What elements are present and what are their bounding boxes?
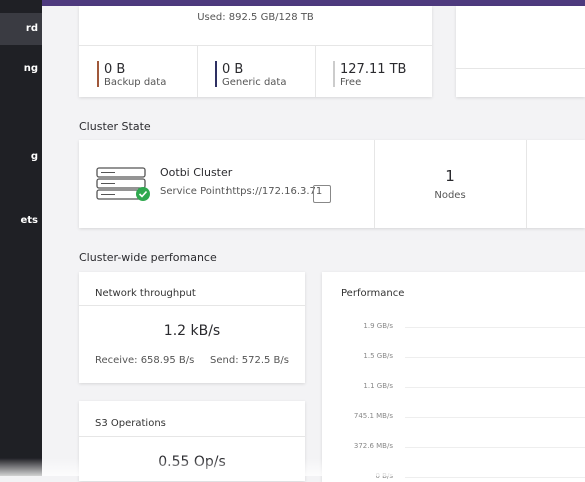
service-label: Service Point: [160, 186, 229, 197]
grid-line [405, 417, 585, 418]
axis-label: 745.1 MB/s [353, 412, 393, 420]
nav-item[interactable]: g [30, 151, 38, 162]
network-card: Network throughput 1.2 kB/s Receive: 658… [79, 272, 305, 383]
performance-card: Performance [322, 272, 585, 482]
stat-label: Generic data [222, 77, 287, 88]
divider [374, 140, 375, 228]
server-icon [96, 167, 150, 201]
cluster-name: Ootbi Cluster [160, 166, 233, 179]
divider [526, 140, 527, 228]
divider [79, 436, 305, 437]
receive: Receive: 658.95 B/s [95, 355, 195, 366]
grid-line [405, 387, 585, 388]
nodes-label: Nodes [434, 190, 466, 201]
nodes-value: 1 [445, 167, 455, 185]
stat-label: Backup data [104, 77, 167, 88]
card-title: S3 Operations [95, 418, 166, 429]
sidebar: rd ng g ets [0, 0, 42, 476]
accent [97, 61, 99, 87]
fade [0, 458, 585, 476]
divider [79, 305, 305, 306]
grid-line [405, 327, 585, 328]
divider [79, 45, 432, 46]
copy-button[interactable] [313, 185, 331, 203]
used-text: Used: 892.5 GB/128 TB [197, 12, 314, 23]
service-url[interactable]: https://172.16.3.71 [226, 186, 323, 197]
stat-value: 0 B [222, 62, 244, 77]
stat-label: Free [340, 77, 362, 88]
divider [456, 68, 585, 69]
axis-label: 1.9 GB/s [363, 322, 393, 330]
top-bar [42, 0, 585, 6]
divider [197, 46, 198, 97]
grid-line [405, 447, 585, 448]
accent [333, 61, 335, 87]
section-heading: Cluster State [79, 120, 151, 133]
axis-label: 372.6 MB/s [353, 442, 393, 450]
axis-label: 1.5 GB/s [363, 352, 393, 360]
grid-line [405, 357, 585, 358]
axis-label: 1.1 GB/s [363, 382, 393, 390]
cluster-card: Ootbi Cluster Service Point: https://172… [79, 140, 585, 228]
card [456, 6, 585, 97]
send: Send: 572.5 B/s [210, 355, 289, 366]
section-heading: Cluster-wide perfomance [79, 251, 217, 264]
stat-value: 0 B [104, 62, 126, 77]
card-title: Performance [341, 288, 405, 299]
card-title: Network throughput [95, 288, 196, 299]
divider [315, 46, 316, 97]
stat-value: 127.11 TB [340, 62, 407, 77]
accent [215, 61, 217, 87]
nav-item[interactable]: ng [23, 63, 38, 74]
network-value: 1.2 kB/s [163, 323, 221, 339]
grid-line [405, 477, 585, 478]
storage-card: Used: 892.5 GB/128 TB 0 B Backup data 0 … [79, 6, 432, 97]
nav-item[interactable]: rd [0, 13, 42, 45]
nav-item[interactable]: ets [20, 215, 38, 226]
